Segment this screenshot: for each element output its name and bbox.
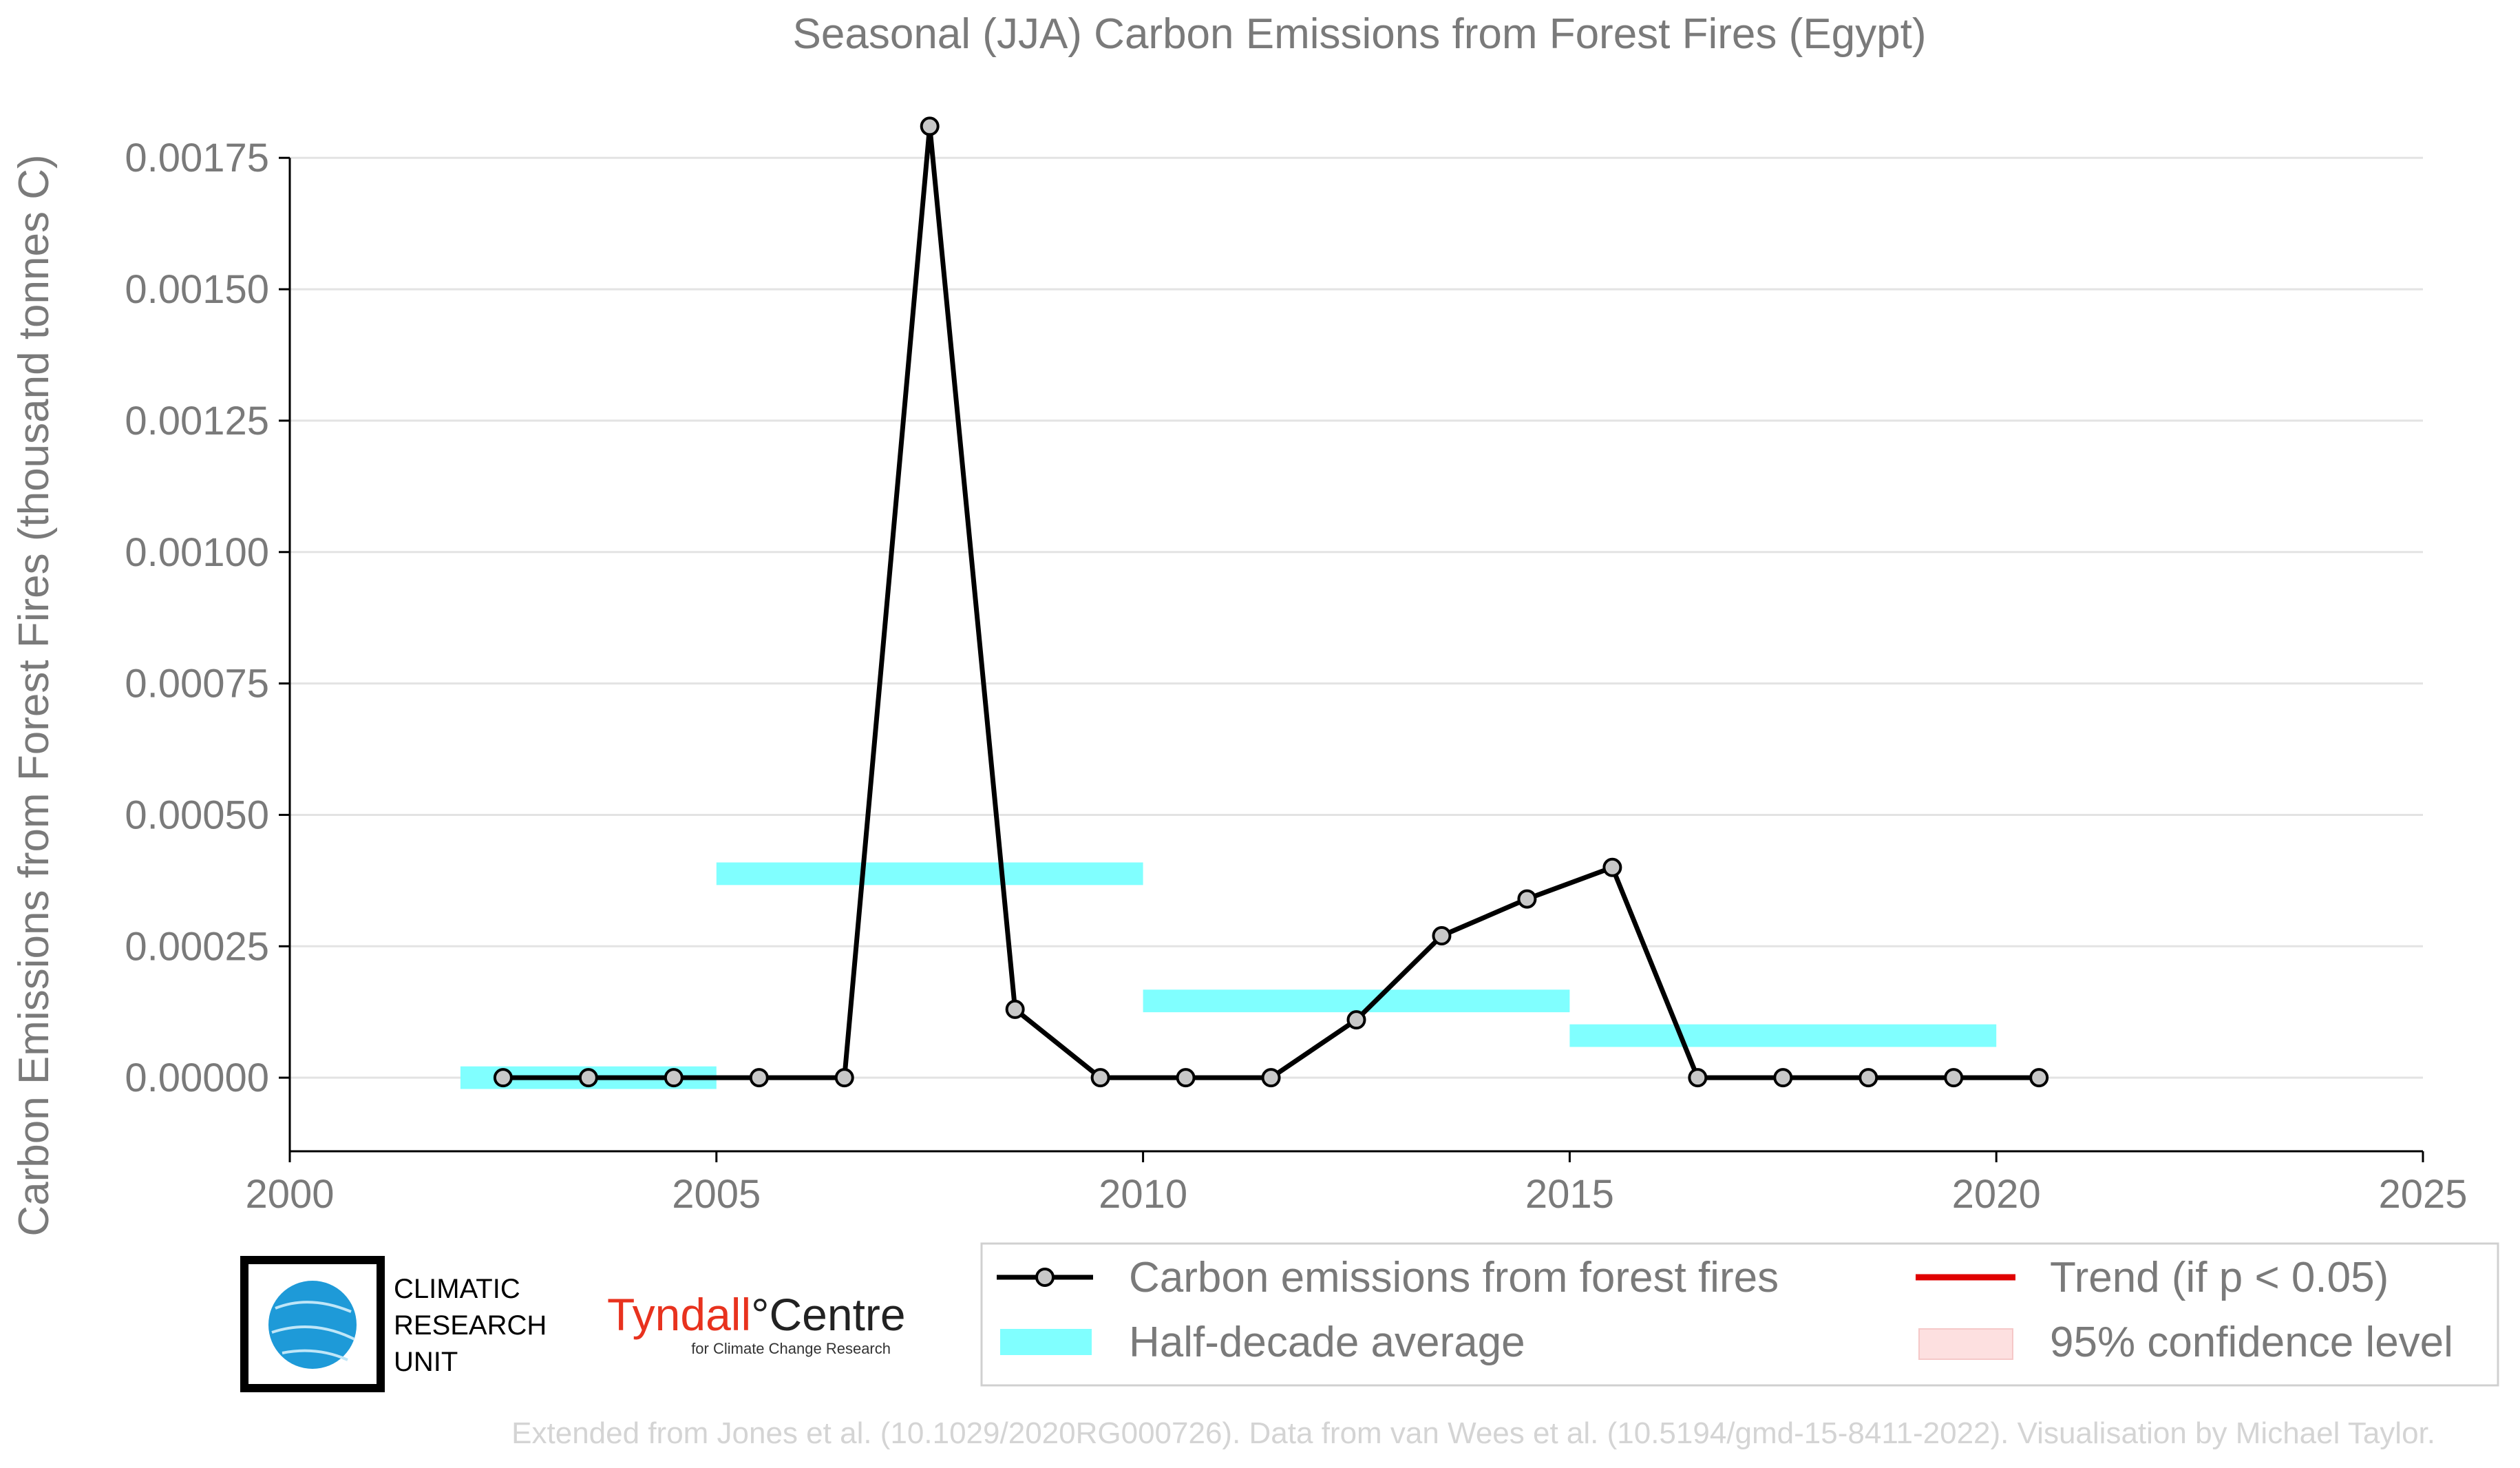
y-tick-label: 0.00150 — [125, 267, 269, 312]
tyndall-subtitle: for Climate Change Research — [691, 1340, 891, 1357]
data-point — [1517, 889, 1537, 909]
cru-bracket-right — [288, 1256, 385, 1392]
data-point — [664, 1068, 684, 1088]
data-point — [1602, 857, 1622, 877]
data-point — [1859, 1068, 1878, 1088]
tyndall-centre-logo: Tyndall°Centre for Climate Change Resear… — [607, 1289, 906, 1357]
tyndall-wordmark-a: Tyndall — [607, 1289, 751, 1340]
data-point — [1688, 1068, 1708, 1088]
x-tick-label: 2015 — [1525, 1172, 1614, 1217]
legend: Carbon emissions from forest fires Trend… — [980, 1242, 2499, 1387]
data-point — [1346, 1010, 1366, 1030]
data-point — [1176, 1068, 1196, 1088]
cru-bracket-left — [240, 1256, 335, 1392]
data-point — [920, 116, 940, 136]
x-tick-label: 2020 — [1952, 1172, 2041, 1217]
y-axis-ticks: 0.00000 0.00025 0.00050 0.00075 0.00100 0.001… — [125, 136, 291, 1151]
legend-entry-half-decade: Half-decade average — [1129, 1319, 1525, 1366]
y-tick-label: 0.00075 — [125, 662, 269, 706]
globe-icon — [268, 1281, 357, 1369]
globe-lines-icon — [271, 1301, 355, 1361]
data-point — [1090, 1068, 1110, 1088]
legend-half-decade-swatch — [1000, 1329, 1092, 1355]
x-tick-label: 2010 — [1099, 1172, 1187, 1217]
data-credit: Extended from Jones et al. (10.1029/2020… — [511, 1416, 2435, 1450]
cru-text-line-1: CLIMATIC — [394, 1274, 520, 1304]
y-tick-label: 0.00050 — [125, 793, 269, 837]
data-point — [1005, 999, 1025, 1019]
data-point — [1773, 1068, 1793, 1088]
data-point — [2029, 1068, 2049, 1088]
legend-marker-swatch — [1035, 1268, 1055, 1287]
cru-text-line-3: UNIT — [394, 1347, 458, 1377]
y-axis-label: Carbon Emissions from Forest Fires (thou… — [10, 154, 58, 1236]
y-tick-label: 0.00125 — [125, 399, 269, 443]
legend-entry-confidence: 95% confidence level — [2050, 1319, 2453, 1366]
legend-frame — [980, 1242, 2499, 1387]
y-tick-label: 0.00025 — [125, 924, 269, 969]
half-decade-bar — [716, 862, 1143, 885]
tyndall-wordmark: Tyndall°Centre — [607, 1289, 906, 1340]
y-tick-label: 0.00175 — [125, 136, 269, 180]
data-point — [834, 1068, 854, 1088]
data-point — [1261, 1068, 1281, 1088]
data-point — [1944, 1068, 1964, 1088]
legend-entry-trend: Trend (if p < 0.05) — [2050, 1254, 2389, 1301]
series-group — [493, 116, 2049, 1088]
tyndall-wordmark-b: °Centre — [751, 1289, 906, 1340]
x-axis-ticks: 2000 2005 2010 2015 2020 2025 — [245, 1150, 2468, 1217]
data-point — [493, 1068, 513, 1088]
series-line — [502, 123, 2040, 1080]
cru-text-line-2: RESEARCH — [394, 1310, 547, 1341]
legend-confidence-swatch — [1918, 1328, 2013, 1360]
chart-title: Seasonal (JJA) Carbon Emissions from For… — [793, 10, 1927, 58]
x-tick-label: 2025 — [2378, 1172, 2467, 1217]
x-tick-label: 2000 — [245, 1172, 334, 1217]
data-point — [1432, 926, 1452, 946]
y-tick-label: 0.00100 — [125, 530, 269, 575]
climatic-research-unit-logo: CLIMATIC RESEARCH UNIT — [240, 1256, 547, 1392]
legend-entry-emissions: Carbon emissions from forest fires — [1129, 1254, 1779, 1301]
half-decade-bands — [460, 862, 1997, 1089]
data-point — [578, 1068, 598, 1088]
half-decade-bar — [1143, 989, 1570, 1013]
data-point — [749, 1068, 769, 1088]
y-tick-label: 0.00000 — [125, 1056, 269, 1100]
half-decade-bar — [1569, 1024, 1997, 1047]
x-tick-label: 2005 — [672, 1172, 761, 1217]
grid-lines — [290, 156, 2423, 1079]
